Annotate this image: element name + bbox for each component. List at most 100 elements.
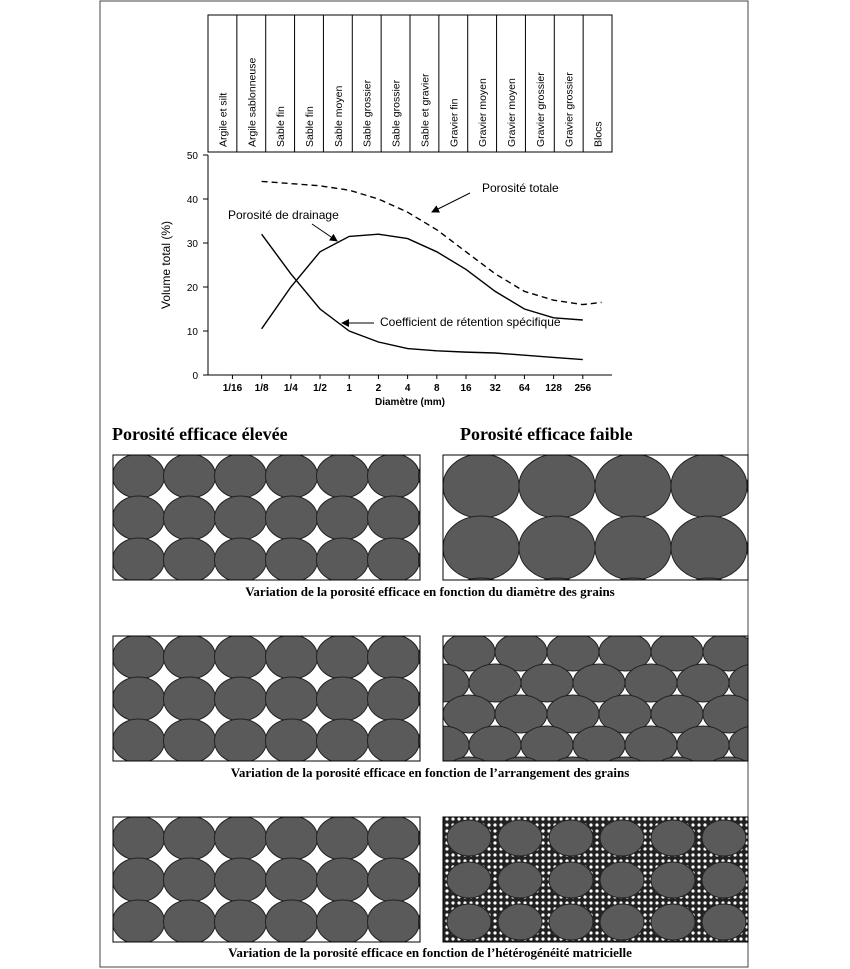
grain [549, 862, 593, 898]
x-tick-label: 1/8 [255, 383, 269, 394]
grain [215, 677, 267, 721]
grain [368, 677, 420, 721]
grain [368, 496, 420, 540]
size-class: Sable grossier [391, 79, 403, 147]
y-tick-label: 0 [192, 371, 198, 382]
grain [447, 904, 491, 940]
grain [651, 862, 695, 898]
grain [266, 538, 318, 582]
arrow [432, 193, 470, 212]
grain [62, 900, 114, 944]
series-line [262, 181, 602, 304]
size-class: Sable grossier [362, 79, 374, 147]
grain [549, 820, 593, 856]
grain [266, 677, 318, 721]
grain [671, 516, 747, 580]
grain [671, 578, 747, 642]
grain [747, 516, 823, 580]
grain [164, 719, 216, 763]
grain [113, 677, 165, 721]
size-class: Gravier moyen [477, 78, 489, 147]
grain [215, 538, 267, 582]
x-tick-label: 2 [376, 383, 382, 394]
size-class: Gravier grossier [564, 72, 576, 147]
size-class: Sable moyen [333, 86, 345, 147]
grain [266, 900, 318, 944]
size-class: Sable et gravier [419, 73, 431, 147]
x-tick-label: 256 [574, 383, 591, 394]
grain [164, 538, 216, 582]
grain [781, 726, 833, 764]
grain [62, 858, 114, 902]
grain [317, 719, 369, 763]
grain [62, 816, 114, 860]
grain [600, 904, 644, 940]
caption: Variation de la porosité efficace en fon… [231, 765, 630, 780]
x-axis-label: Diamètre (mm) [375, 397, 445, 408]
grain [62, 496, 114, 540]
grain [702, 820, 746, 856]
grain [368, 858, 420, 902]
grain [651, 757, 703, 795]
x-tick-label: 128 [545, 383, 562, 394]
grain [215, 635, 267, 679]
y-tick-label: 20 [187, 283, 199, 294]
grain [164, 858, 216, 902]
grain [747, 454, 823, 518]
grain [62, 454, 114, 498]
size-class: Sable fin [275, 106, 287, 147]
grain [498, 820, 542, 856]
heading: Porosité efficace faible [460, 424, 633, 444]
figure: Porosité efficace élevée Porosité effica… [0, 0, 850, 969]
heading: Porosité efficace élevée [112, 424, 288, 444]
x-tick-label: 1 [346, 383, 352, 394]
grain [317, 858, 369, 902]
grain [753, 862, 797, 898]
x-tick-label: 8 [434, 383, 440, 394]
grain [651, 904, 695, 940]
grain [113, 454, 165, 498]
x-tick-label: 4 [405, 383, 411, 394]
series-label: Porosité de drainage [228, 209, 339, 221]
grain [164, 900, 216, 944]
grain [549, 904, 593, 940]
grain [755, 633, 807, 671]
size-class: Gravier fin [448, 98, 460, 147]
y-tick-label: 50 [187, 151, 199, 162]
grain [651, 820, 695, 856]
grain [317, 635, 369, 679]
grain [266, 816, 318, 860]
x-tick-label: 1/16 [223, 383, 243, 394]
grain [215, 454, 267, 498]
grain [753, 820, 797, 856]
y-tick-label: 10 [187, 327, 199, 338]
grain [113, 496, 165, 540]
grain [702, 904, 746, 940]
grain [755, 757, 807, 795]
grain [113, 635, 165, 679]
grain [266, 496, 318, 540]
grain [317, 816, 369, 860]
size-class: Argile sablonneuse [246, 58, 258, 147]
grain [113, 858, 165, 902]
grain [215, 719, 267, 763]
y-tick-label: 30 [187, 239, 199, 250]
grain [215, 816, 267, 860]
grain [747, 578, 823, 642]
series-label: Porosité totale [482, 182, 559, 194]
grain [266, 719, 318, 763]
grain [447, 862, 491, 898]
grain [113, 816, 165, 860]
caption: Variation de la porosité efficace en fon… [245, 584, 615, 599]
grain-panel [367, 454, 823, 642]
grain [266, 635, 318, 679]
grain [368, 635, 420, 679]
grain [671, 454, 747, 518]
grain [62, 538, 114, 582]
page: Porosité efficace élevée Porosité effica… [0, 0, 850, 969]
grain [498, 862, 542, 898]
grain [443, 516, 519, 580]
x-tick-label: 1/2 [313, 383, 327, 394]
grain [164, 816, 216, 860]
grain [755, 695, 807, 733]
